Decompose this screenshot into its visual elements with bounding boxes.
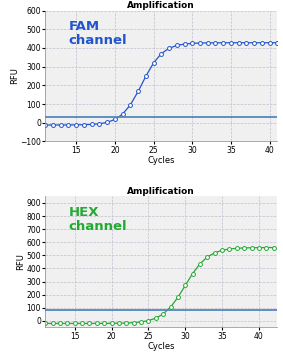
Title: Amplification: Amplification: [127, 1, 195, 10]
Title: Amplification: Amplification: [127, 187, 195, 196]
Y-axis label: RFU: RFU: [10, 68, 19, 84]
Text: HEX
channel: HEX channel: [68, 206, 127, 233]
X-axis label: Cycles: Cycles: [147, 342, 175, 351]
Y-axis label: RFU: RFU: [16, 253, 25, 270]
X-axis label: Cycles: Cycles: [147, 156, 175, 165]
Text: FAM
channel: FAM channel: [68, 20, 127, 47]
